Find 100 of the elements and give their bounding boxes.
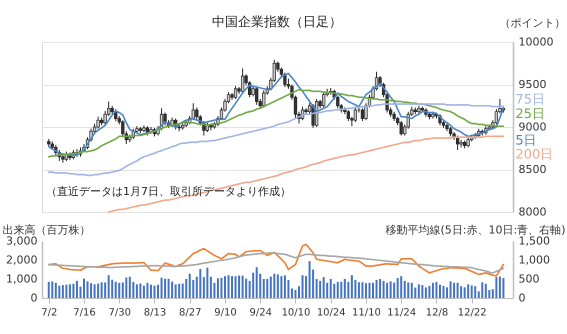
x-tick-label: 9/24 [249, 308, 272, 318]
bar [460, 286, 462, 298]
bar [65, 284, 68, 298]
bar [361, 282, 364, 298]
bar [372, 282, 374, 298]
bar [428, 286, 430, 298]
bar [224, 276, 226, 298]
series-label: 5日 [515, 133, 537, 148]
y-tick-label: 1,000 [6, 272, 38, 286]
bar [150, 284, 152, 298]
bar [396, 278, 399, 298]
bar [139, 284, 142, 298]
bar [467, 284, 470, 298]
bar [168, 278, 170, 298]
bar [72, 284, 74, 298]
bar [242, 276, 244, 298]
bar [350, 275, 353, 298]
bar [94, 284, 96, 298]
y-tick-label: 9000 [518, 120, 546, 134]
bar [379, 279, 382, 298]
bar [382, 280, 385, 298]
bar [245, 278, 248, 298]
y-tick-label: 10000 [518, 36, 554, 48]
bar [114, 282, 117, 298]
candlestick [255, 86, 258, 106]
bar [435, 282, 438, 298]
y-tick-label: 0 [30, 292, 38, 304]
bar [100, 282, 103, 298]
bar [364, 283, 367, 298]
series-label: 25日 [515, 107, 545, 122]
bar [322, 277, 325, 298]
y-tick-label: 8500 [518, 163, 546, 176]
bar [136, 284, 138, 298]
bar [464, 287, 466, 298]
x-tick-label: 11/10 [352, 308, 381, 318]
bar [192, 280, 194, 298]
bar [128, 276, 131, 298]
bar [220, 278, 222, 298]
bar [424, 287, 427, 298]
bar [231, 276, 234, 298]
bar [418, 284, 420, 298]
y-tick-label: 8000 [518, 206, 546, 218]
bar [336, 282, 339, 298]
bar [262, 279, 265, 298]
bar [302, 275, 304, 298]
bar [62, 285, 64, 298]
bar [174, 284, 177, 298]
bar [280, 276, 282, 298]
bar [216, 278, 219, 298]
bar [178, 284, 180, 298]
line-series [48, 252, 504, 274]
candlestick [346, 110, 350, 122]
bar [273, 274, 276, 298]
bar [270, 276, 272, 298]
bar [484, 284, 487, 298]
bar [376, 280, 378, 298]
candlestick [392, 111, 396, 122]
candlestick [192, 102, 195, 121]
bar [421, 285, 424, 298]
bar [234, 276, 237, 298]
candlestick [354, 106, 358, 122]
y2-tick-label: 1,500 [518, 234, 550, 248]
candlestick [234, 86, 238, 100]
x-tick-label: 9/10 [214, 308, 237, 318]
bar [368, 282, 370, 298]
bar [470, 285, 473, 298]
bar [68, 284, 71, 298]
bar [344, 279, 346, 298]
bar [276, 274, 279, 298]
bar [481, 282, 484, 298]
y2-tick-label: 500 [518, 272, 540, 286]
bar [142, 286, 145, 298]
bar [453, 282, 456, 298]
candlestick [114, 108, 118, 122]
bar [171, 282, 174, 298]
line-series [48, 244, 504, 277]
candlestick [96, 116, 100, 130]
bar [164, 278, 166, 298]
bar [58, 286, 60, 298]
candlestick [360, 108, 364, 122]
bar [294, 290, 296, 298]
y2-axis-title: 移動平均線(5日:赤、10日:青、右軸) [386, 224, 566, 236]
x-tick-label: 8/27 [179, 308, 202, 318]
x-tick-label: 7/2 [41, 308, 58, 318]
bar [358, 282, 360, 298]
bar [125, 277, 128, 298]
bar [83, 278, 86, 298]
bar [97, 284, 100, 298]
y-tick-label: 3,000 [6, 234, 38, 248]
bar [308, 261, 311, 298]
candlestick [322, 90, 326, 108]
series-label: 75日 [515, 92, 545, 108]
bar [153, 286, 156, 298]
bar [495, 277, 498, 298]
y-tick-label: 9500 [518, 78, 546, 91]
bar [238, 276, 240, 298]
bar [86, 281, 89, 298]
candlestick [262, 90, 266, 108]
bar [438, 284, 441, 298]
y-axis-title: （ポイント） [500, 16, 566, 30]
